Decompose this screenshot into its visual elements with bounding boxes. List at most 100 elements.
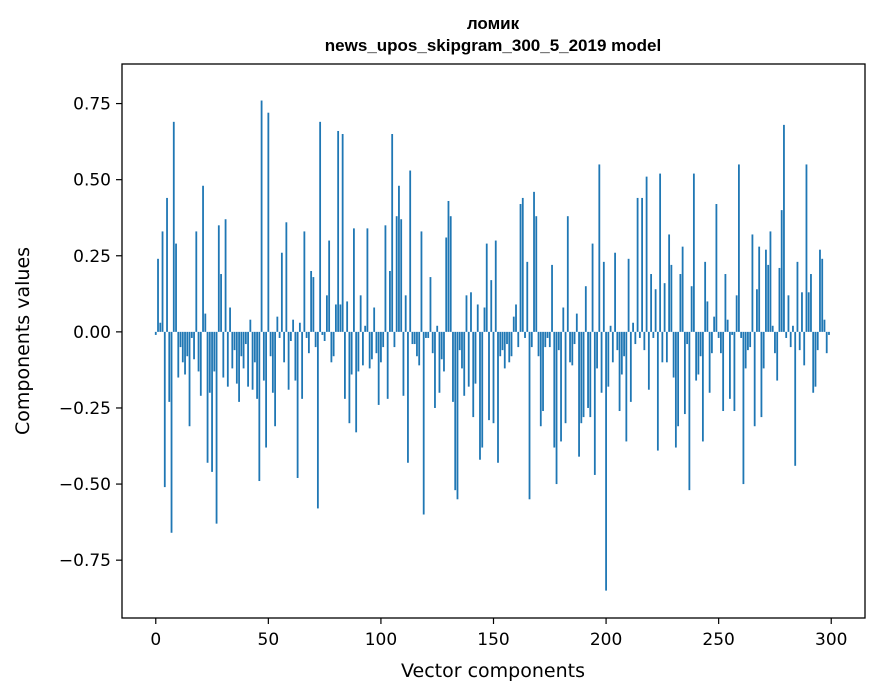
bar-component-21: [202, 185, 204, 332]
bar-component-187: [575, 313, 578, 332]
bar-component-99: [377, 331, 380, 405]
bar-component-87: [350, 331, 353, 375]
bar-component-134: [456, 331, 459, 500]
bar-component-60: [289, 331, 292, 341]
bar-component-41: [247, 331, 249, 387]
bar-component-158: [510, 331, 513, 357]
bar-component-70: [312, 277, 315, 332]
chart-subtitle: news_upos_skipgram_300_5_2019 model: [325, 36, 661, 55]
bar-component-260: [740, 331, 743, 338]
bar-component-276: [776, 331, 779, 381]
bar-component-32: [226, 331, 229, 387]
bar-component-262: [744, 331, 747, 369]
bar-component-232: [677, 331, 680, 427]
bar-component-206: [618, 331, 621, 412]
bar-component-211: [629, 331, 632, 402]
bar-component-268: [758, 246, 761, 332]
bar-component-192: [587, 331, 589, 408]
bar-component-288: [803, 331, 806, 366]
bar-component-257: [733, 331, 736, 412]
x-tick-label: 150: [477, 630, 509, 650]
bar-component-83: [341, 134, 344, 332]
bar-component-293: [814, 331, 817, 387]
bar-component-299: [828, 331, 830, 335]
bar-component-201: [607, 331, 610, 387]
bar-component-233: [679, 274, 682, 332]
bar-component-55: [278, 331, 281, 338]
bar-component-137: [463, 331, 466, 396]
bar-component-272: [767, 264, 770, 332]
y-axis-label: Components values: [12, 247, 34, 435]
bar-component-136: [461, 331, 463, 369]
bar-component-222: [654, 289, 657, 332]
bar-component-127: [440, 331, 443, 360]
bar-component-246: [708, 331, 711, 393]
bar-component-281: [787, 295, 790, 332]
bar-component-29: [220, 274, 222, 332]
bar-component-56: [280, 252, 283, 332]
bar-component-195: [593, 331, 596, 475]
bar-component-101: [382, 331, 385, 348]
bar-component-98: [375, 331, 378, 354]
bar-component-267: [756, 289, 758, 332]
bar-component-200: [605, 331, 607, 591]
bar-component-6: [168, 331, 171, 402]
bar-component-255: [729, 331, 731, 399]
bar-component-166: [528, 331, 531, 500]
bar-component-104: [389, 270, 391, 332]
bar-component-53: [274, 331, 276, 427]
bar-component-163: [521, 197, 524, 332]
bar-component-165: [526, 261, 529, 332]
y-tick-label: −0.75: [59, 551, 111, 571]
bar-component-296: [821, 258, 824, 332]
bar-component-51: [269, 331, 272, 357]
bar-component-256: [731, 331, 734, 335]
bar-component-144: [479, 331, 481, 460]
bar-component-13: [184, 331, 186, 375]
bar-component-46: [258, 331, 261, 482]
bar-component-235: [683, 331, 686, 415]
bar-component-234: [681, 246, 684, 332]
bar-component-245: [706, 301, 709, 332]
bar-component-68: [307, 331, 310, 354]
bar-component-115: [413, 331, 416, 345]
bar-component-75: [323, 331, 326, 341]
bar-component-284: [794, 331, 797, 466]
bar-component-47: [260, 100, 263, 332]
bar-component-277: [778, 267, 781, 332]
plot-frame: [121, 63, 866, 619]
bar-component-190: [582, 331, 585, 418]
bar-component-105: [391, 134, 394, 332]
y-tick-label: 0.25: [73, 247, 111, 267]
bar-component-269: [760, 331, 763, 418]
bar-component-153: [499, 331, 502, 357]
bar-component-113: [409, 170, 412, 332]
bar-component-217: [643, 331, 646, 351]
bar-component-129: [445, 237, 448, 332]
bar-component-258: [735, 295, 738, 332]
bar-component-220: [650, 274, 653, 332]
bar-component-86: [348, 331, 351, 424]
bar-component-228: [668, 234, 671, 332]
bar-component-239: [692, 173, 695, 332]
bar-component-273: [769, 231, 772, 332]
bar-component-37: [238, 331, 240, 402]
bar-component-297: [823, 319, 826, 332]
bar-component-59: [287, 331, 290, 390]
bar-component-2: [159, 322, 162, 332]
bar-component-34: [231, 331, 234, 369]
bar-component-42: [249, 319, 252, 332]
bar-component-114: [411, 331, 414, 345]
bar-component-146: [483, 307, 486, 332]
bar-component-204: [614, 252, 616, 332]
bar-component-16: [190, 331, 193, 338]
bar-component-171: [539, 331, 542, 427]
bar-component-133: [454, 331, 457, 491]
y-tick-label: 0.50: [73, 171, 111, 191]
bar-component-196: [596, 331, 598, 369]
bar-component-103: [386, 331, 389, 399]
bar-component-292: [812, 331, 815, 393]
bar-component-265: [751, 234, 754, 332]
bar-component-12: [181, 331, 184, 363]
bar-component-174: [546, 331, 549, 338]
